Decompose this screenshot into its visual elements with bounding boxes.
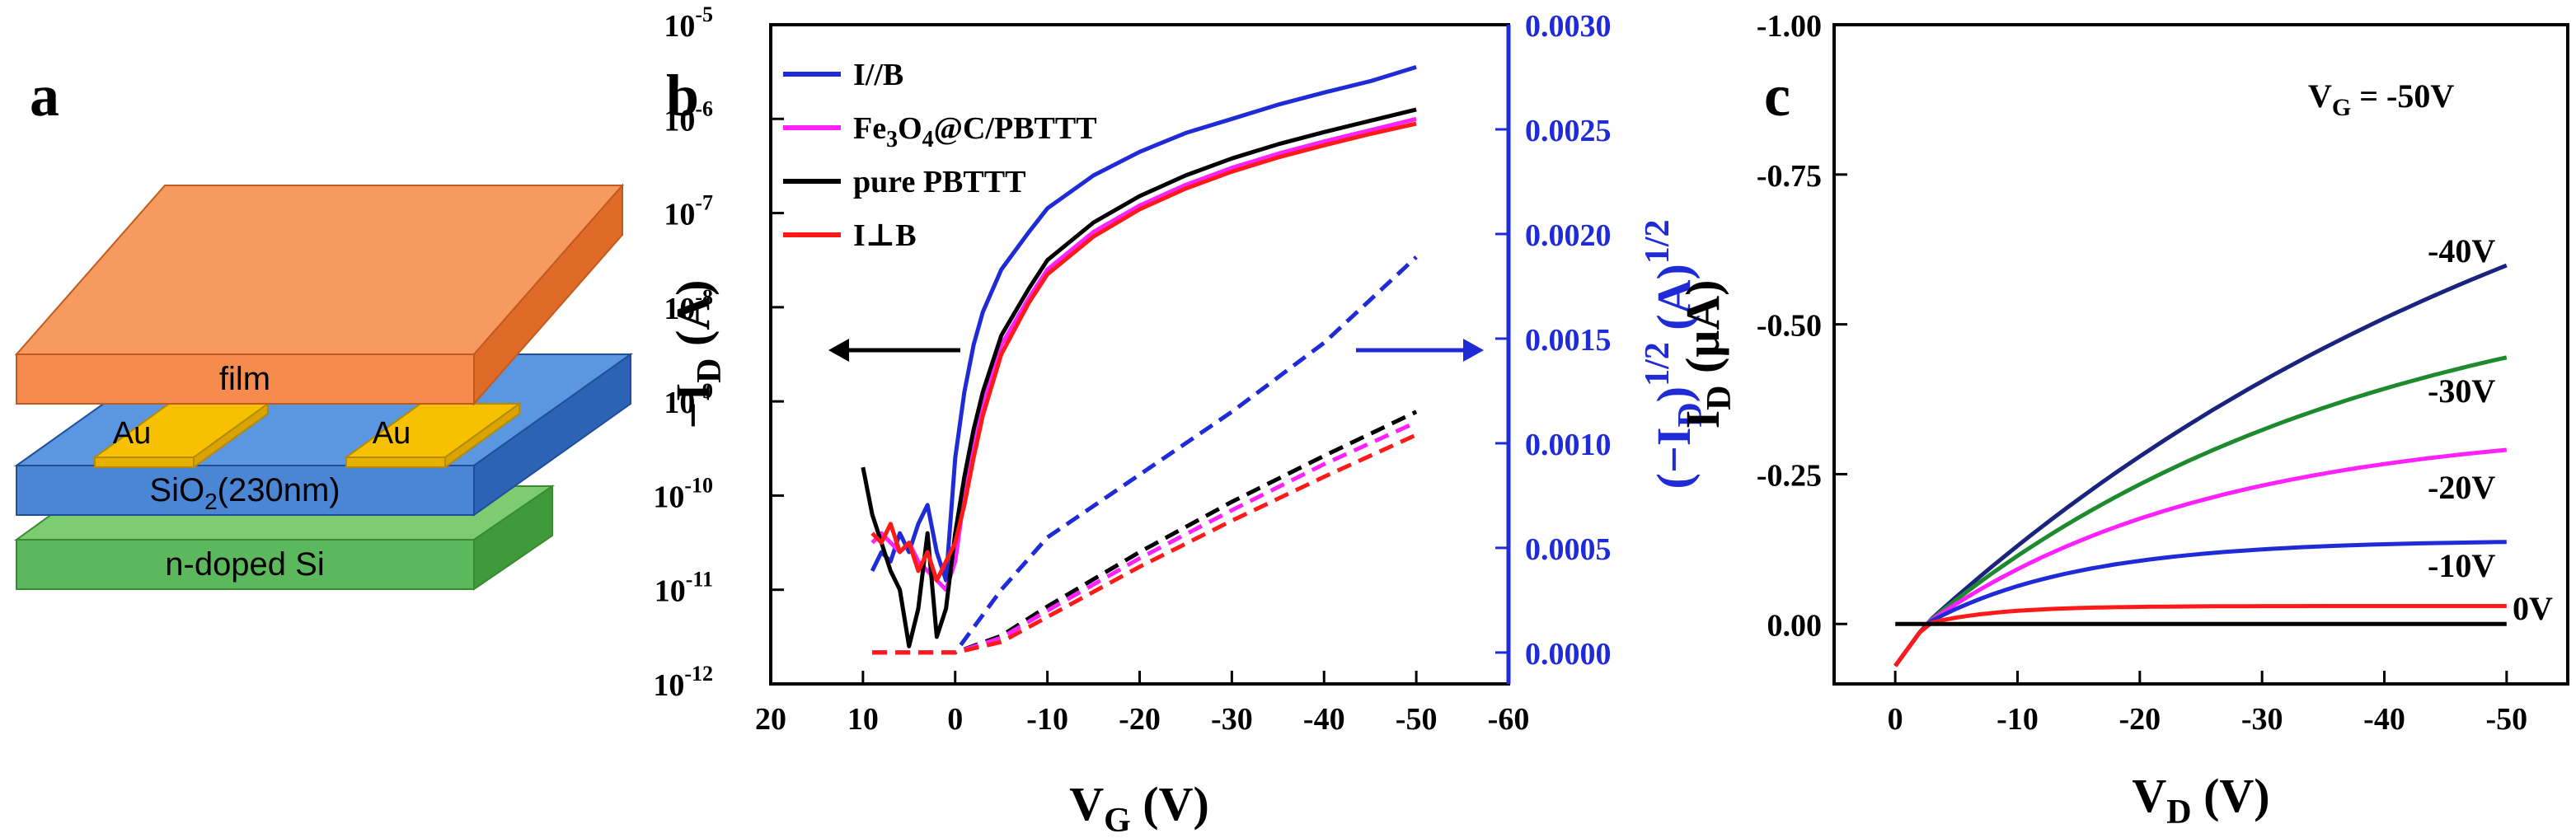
film-layer: film [14,183,625,406]
sqrt-curve [872,433,1418,655]
panel-b-xlabel: VG (V) [1069,777,1209,838]
curve-label-40v: -40V [2428,232,2495,269]
arrow-left [828,339,960,362]
panel-b-series [861,65,1418,655]
curve-label-20v: -20V [2428,469,2495,506]
panel-c-label: c [1764,63,1790,129]
y-right-tick-label: 0.0000 [1525,637,1612,672]
y-left-tick-label: 10-8 [664,285,713,326]
x-tick-label: 0 [1888,702,1903,737]
curve-label-10v: -10V [2428,547,2495,584]
sqrt-curve [872,410,1418,655]
arrow-right [1356,339,1484,362]
y-left-tick-label: 10-9 [664,379,713,420]
curve-label-30v: -30V [2428,372,2495,410]
panel-c-xlabel: VD (V) [2132,769,2269,831]
y-tick-label: -0.50 [1757,309,1822,344]
panel-b-legend: I//B Fe3O4@C/PBTTT pure PBTTT I⊥B [783,58,1097,253]
dielectric-label: SiO2(230nm) [149,472,340,514]
y-right-tick-label: 0.0030 [1525,9,1612,44]
y-right-tick-label: 0.0010 [1525,428,1612,462]
x-tick-label: -50 [2486,702,2528,737]
y-left-tick-label: 10-11 [655,568,713,609]
sqrt-curve [872,255,1418,655]
y-left-tick-label: 10-5 [664,2,713,44]
x-tick-label: -50 [1396,702,1438,737]
y-left-tick-label: 10-7 [664,191,713,232]
x-tick-label: -30 [2241,702,2283,737]
output-curve [1893,263,2508,667]
curve-label-0v: 0V [2513,590,2553,627]
panel-b-ylabel-left: −ID (A) [666,280,729,429]
panel-c-series [1893,263,2508,667]
y-tick-label: -0.25 [1757,458,1822,493]
legend-label-iperp: I⊥B [853,218,917,253]
transfer-curve [870,121,1417,583]
y-right-tick-label: 0.0025 [1525,114,1612,148]
panel-b-ticks: 20 10 0 -10 -20 -30 -40 -50 -60 10-5 10-6 10-7 10-8 1… [653,2,1611,737]
panel-b-label: b [666,63,699,129]
x-tick-label: -30 [1211,702,1253,737]
y-tick-label: -1.00 [1757,9,1822,44]
x-tick-label: -40 [2363,702,2405,737]
x-tick-label: 0 [947,702,963,737]
x-tick-label: -10 [1997,702,2039,737]
y-right-tick-label: 0.0005 [1525,532,1612,567]
panel-b-ylabel-right: (−ID)1/2 (A)1/2 [1639,220,1710,489]
electrode-right: Au [343,402,523,469]
output-curve [1893,540,2507,667]
output-curve [1893,355,2508,667]
electrode-left-label: Au [113,416,151,451]
sqrt-curve [872,420,1418,655]
x-tick-label: -20 [2119,702,2161,737]
y-tick-label: 0.00 [1767,608,1823,643]
y-right-tick-label: 0.0015 [1525,323,1612,358]
x-tick-label: 20 [755,702,786,737]
legend-label-fe3o4: Fe3O4@C/PBTTT [853,111,1097,152]
panel-c-frame [1832,23,2569,686]
x-tick-label: -60 [1488,702,1530,737]
panel-a: a n-doped Si SiO2(230nm) Au [13,63,634,591]
output-curve [1893,447,2508,667]
x-tick-label: -20 [1119,702,1161,737]
transfer-curve [870,65,1417,583]
y-tick-label: -0.75 [1757,159,1822,194]
x-tick-label: -10 [1026,702,1068,737]
y-right-tick-label: 0.0020 [1525,218,1612,253]
curve-label-50v: VG = -50V [2308,77,2454,121]
substrate-label: n-doped Si [165,546,324,583]
legend-label-ipar: I//B [853,58,903,92]
panel-c: c 0 -10 -20 -30 -40 -50 -1.00 -0.75 -0.50 -0.25 0.… [1676,9,2569,831]
y-left-tick-label: 10-12 [653,662,713,703]
legend-label-pure: pure PBTTT [853,165,1025,199]
panel-a-label: a [30,63,59,129]
y-left-tick-label: 10-10 [653,473,713,514]
panel-c-ylabel: ID (μA) [1676,280,1738,429]
x-tick-label: 10 [847,702,879,737]
panel-b: b 20 10 0 -10 -20 -30 -40 -50 -60 10-5 10-6 10-7 10-… [653,2,1710,838]
panel-c-ticks: 0 -10 -20 -30 -40 -50 -1.00 -0.75 -0.50 -0.25 0.00 [1757,9,2527,737]
electrode-right-label: Au [373,416,411,451]
x-tick-label: -40 [1303,702,1345,737]
film-label: film [219,361,270,397]
y-left-tick-label: 10-6 [664,96,713,138]
transfer-curve [861,107,1417,648]
output-curve [1893,604,2507,667]
